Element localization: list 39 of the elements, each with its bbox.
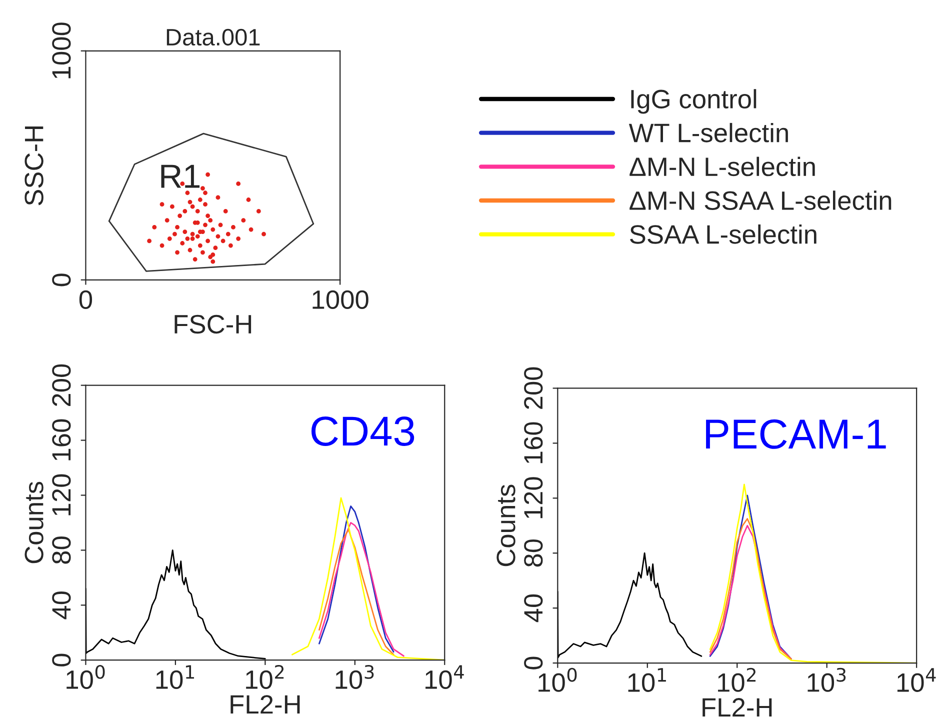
y-tick-label: 160 bbox=[52, 419, 71, 460]
y-tick-label: 120 bbox=[52, 474, 71, 516]
x-tick-label: 10$^{2}$ bbox=[246, 664, 284, 690]
y-tick-label: 40 bbox=[524, 594, 543, 622]
legend-label: SSAA L-selectin bbox=[630, 224, 816, 244]
y-tick-label: 160 bbox=[524, 422, 543, 464]
x-tick-label: 10$^{0}$ bbox=[66, 664, 105, 690]
annotation: PECAM-1 bbox=[706, 419, 886, 449]
y-tick-label: 200 bbox=[52, 364, 71, 406]
x-tick-label: 10$^{2}$ bbox=[718, 668, 756, 692]
chart-title: Data.001 bbox=[166, 28, 260, 46]
y-tick-label: 1000 bbox=[52, 22, 71, 78]
x-axis-title: FSC-H bbox=[174, 314, 252, 334]
legend-label: ΔM-N L-selectin bbox=[630, 156, 815, 176]
x-tick-label: 10$^{1}$ bbox=[156, 665, 194, 690]
y-tick-label: 0 bbox=[524, 656, 543, 670]
y-tick-label: 40 bbox=[52, 592, 71, 620]
y-tick-label: 200 bbox=[524, 367, 543, 409]
x-tick-label: 10$^{4}$ bbox=[426, 665, 464, 690]
legend-label: ΔM-N SSAA L-selectin bbox=[630, 190, 892, 210]
legend-label: WT L-selectin bbox=[628, 122, 788, 142]
legend-label: IgG control bbox=[631, 89, 756, 114]
x-axis-title: FL2-H bbox=[230, 695, 300, 714]
x-tick-label: 10$^{0}$ bbox=[538, 668, 577, 692]
y-tick-label: 120 bbox=[524, 477, 543, 518]
y-axis-title: Counts bbox=[496, 484, 516, 566]
x-tick-label: 10$^{3}$ bbox=[808, 668, 846, 692]
x-tick-label: 10$^{4}$ bbox=[897, 668, 936, 692]
x-axis-title: FL2-H bbox=[702, 698, 772, 716]
y-axis-title: Counts bbox=[24, 482, 44, 564]
y-tick-label: 80 bbox=[52, 536, 71, 564]
x-tick-label: 10$^{3}$ bbox=[336, 664, 374, 690]
y-tick-label: 0 bbox=[52, 654, 71, 666]
y-tick-label: 80 bbox=[524, 539, 543, 567]
x-tick-label: 10$^{1}$ bbox=[628, 668, 666, 692]
annotation: R1 bbox=[161, 164, 200, 188]
annotation: CD43 bbox=[312, 416, 414, 446]
y-axis-title: SSC-H bbox=[24, 126, 44, 206]
y-tick-label: 0 bbox=[52, 274, 71, 286]
